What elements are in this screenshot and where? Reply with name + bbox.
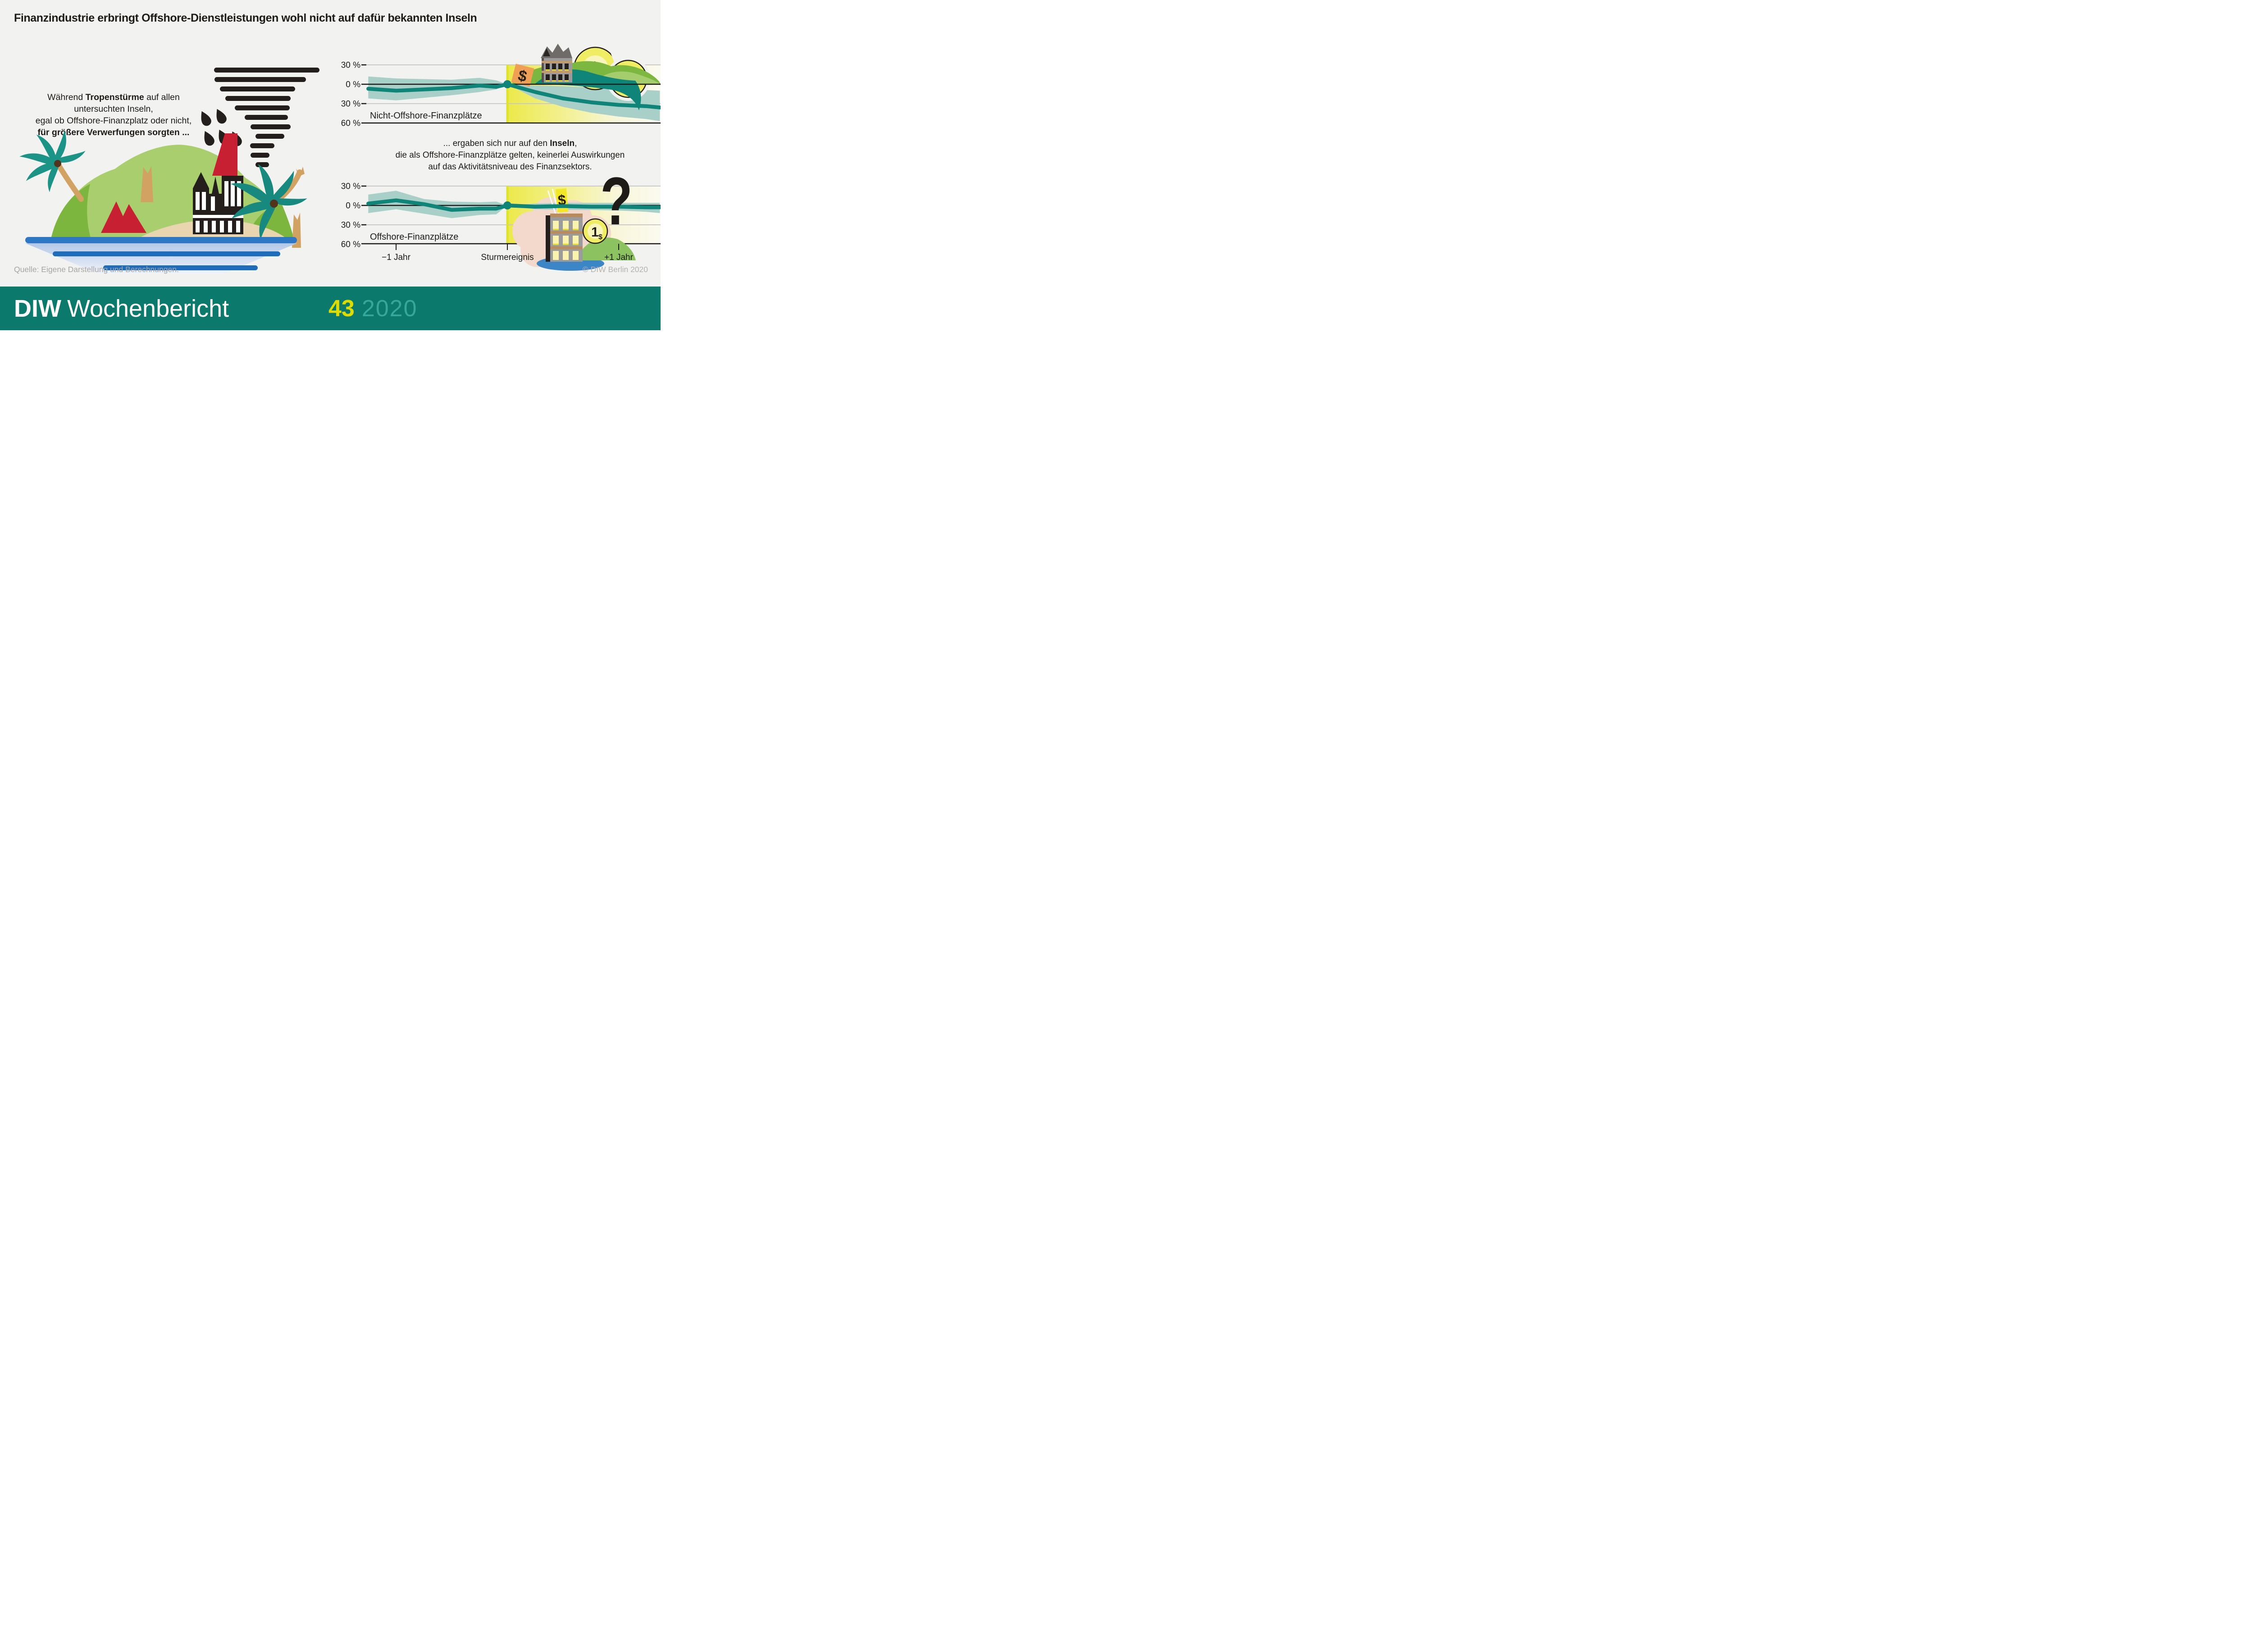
confidence-band — [368, 191, 660, 218]
chart-label: Nicht-Offshore-Finanzplätze — [370, 111, 482, 121]
intro-line-1: Während Tropenstürme auf allen — [47, 92, 180, 102]
storm-event-marker — [503, 201, 511, 209]
intro-line-4: für größere Verwerfungen sorgten ... — [37, 127, 190, 137]
chart-non-offshore: 1 1 — [341, 44, 661, 128]
svg-text:−60 %: −60 % — [341, 240, 360, 250]
issue-year: 2020 — [361, 295, 418, 322]
svg-text:$: $ — [598, 233, 602, 241]
conclusion-line-3: auf das Aktivitätsniveau des Finanzsekto… — [428, 162, 592, 172]
y-axis-labels: 30 % 0 % −30 % −60 % — [341, 182, 366, 250]
svg-text:0 %: 0 % — [346, 201, 360, 211]
intact-island-illustration: 1 1 — [511, 44, 661, 110]
palm-tree-right — [229, 162, 308, 241]
storm-event-marker — [503, 80, 511, 88]
intro-text: Während Tropenstürme auf allen untersuch… — [14, 91, 213, 138]
dollar-tag-icon: $ — [511, 64, 534, 87]
svg-text:30 %: 30 % — [341, 182, 360, 191]
tornado-icon — [214, 68, 319, 167]
svg-text:−1 Jahr: −1 Jahr — [382, 253, 411, 262]
question-mark-icon: ? — [600, 164, 632, 239]
intro-line-2: untersuchten Inseln, — [74, 104, 153, 114]
source-note: Quelle: Eigene Darstellung und Berechnun… — [14, 265, 179, 274]
svg-text:−30 %: −30 % — [341, 100, 360, 109]
page-title: Finanzindustrie erbringt Offshore-Dienst… — [14, 12, 477, 24]
issue-info: 43 2020 — [328, 287, 418, 330]
storm-island-illustration — [19, 68, 319, 274]
copyright-note: © DIW Berlin 2020 — [582, 265, 648, 274]
conclusion-line-2: die als Offshore-Finanzplätze gelten, ke… — [395, 150, 625, 160]
svg-text:−60 %: −60 % — [341, 119, 360, 128]
chart-label: Offshore-Finanzplätze — [370, 232, 458, 242]
y-axis-labels: 30 % 0 % −30 % −60 % — [341, 61, 366, 128]
svg-text:1: 1 — [591, 225, 599, 240]
damaged-town-illustration — [193, 133, 243, 234]
x-axis-ticks — [396, 244, 619, 250]
broken-trunk-left — [141, 166, 153, 202]
palm-tree-left — [19, 130, 87, 202]
bank-building-icon — [546, 214, 583, 262]
x-axis-labels: −1 Jahr Sturmereignis +1 Jahr — [382, 253, 634, 262]
svg-text:−30 %: −30 % — [341, 221, 360, 230]
damaged-house-icon — [541, 44, 572, 82]
conclusion-line-1: ... ergaben sich nur auf den Inseln, — [443, 139, 577, 148]
coin-icon: 1 $ — [582, 218, 608, 244]
svg-text:Sturmereignis: Sturmereignis — [481, 253, 534, 262]
chart-offshore: $ — [341, 164, 661, 271]
red-roof-fragment — [101, 201, 146, 233]
sea-illustration — [25, 237, 297, 274]
footer-bar: DIW Wochenbericht 43 2020 DIW BERLIN — [0, 287, 661, 330]
svg-text:+1 Jahr: +1 Jahr — [604, 253, 634, 262]
infographic-page: Finanzindustrie erbringt Offshore-Dienst… — [0, 0, 661, 330]
svg-text:30 %: 30 % — [341, 61, 360, 70]
publication-title: DIW Wochenbericht — [14, 295, 229, 322]
issue-number: 43 — [328, 295, 355, 322]
gridlines — [366, 186, 661, 225]
svg-text:0 %: 0 % — [346, 80, 360, 90]
conclusion-text: ... ergaben sich nur auf den Inseln, die… — [361, 138, 659, 173]
intro-line-3: egal ob Offshore-Finanzplatz oder nicht, — [35, 116, 192, 126]
